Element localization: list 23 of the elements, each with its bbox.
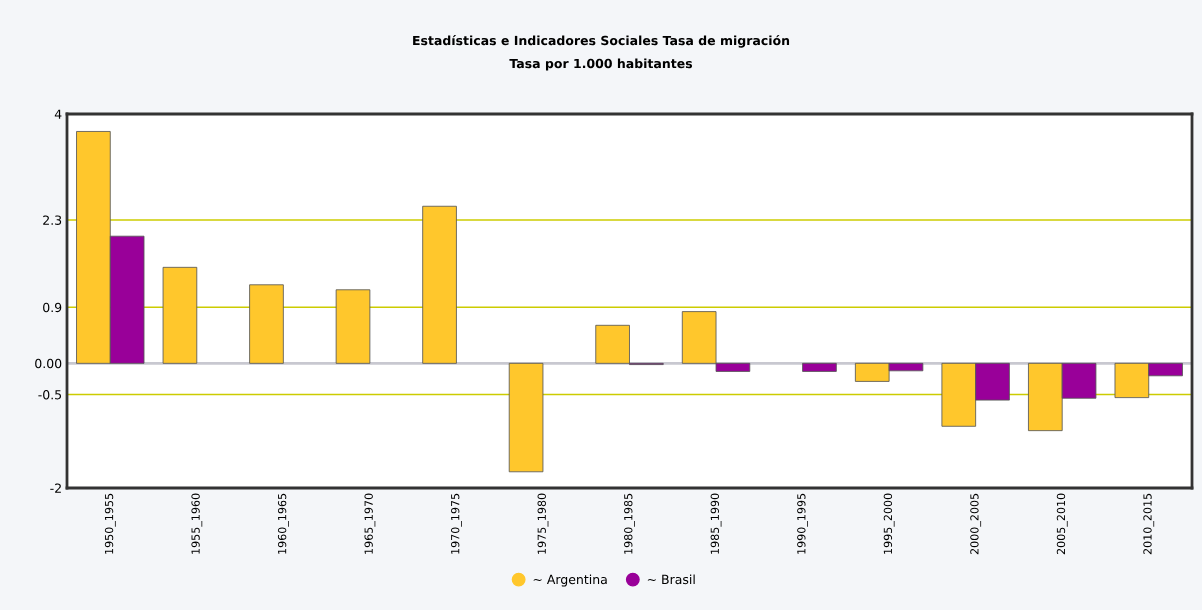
chart-title: Estadísticas e Indicadores Sociales Tasa de migración (413, 35, 790, 48)
x-tick-label: 2010_2015 (1143, 493, 1155, 555)
y-tick-label: -0.5 (38, 389, 62, 400)
x-tick-label: 1955_1960 (191, 493, 203, 554)
y-tick-label: 4 (54, 109, 62, 119)
legend-label: ~ Argentina (533, 574, 607, 587)
x-tick-label: 2000_2005 (970, 493, 982, 555)
x-tick-label: 1990_1995 (797, 493, 809, 554)
x-tick-label: 1965_1970 (364, 493, 376, 554)
x-tick-label: 1960_1965 (277, 493, 289, 554)
x-tick-label: 2005_2010 (1056, 493, 1068, 555)
x-tick-label: 1995_2000 (883, 493, 895, 554)
chart-subtitle: Tasa por 1.000 habitantes (509, 58, 693, 71)
x-tick-label: 1975_1980 (537, 493, 549, 554)
x-tick-label: 1980_1985 (624, 493, 635, 554)
y-tick-label: 2.3 (43, 215, 62, 225)
x-tick-label: 1970_1975 (450, 493, 462, 554)
y-tick-label: 0.9 (43, 302, 62, 313)
y-tick-label: -2 (50, 483, 61, 493)
x-tick-label: 1985_1990 (710, 493, 722, 554)
legend-label: ~ Brasil (647, 574, 695, 585)
y-tick-label: 0.00 (35, 358, 62, 369)
x-tick-label: 1950_1955 (104, 493, 116, 554)
